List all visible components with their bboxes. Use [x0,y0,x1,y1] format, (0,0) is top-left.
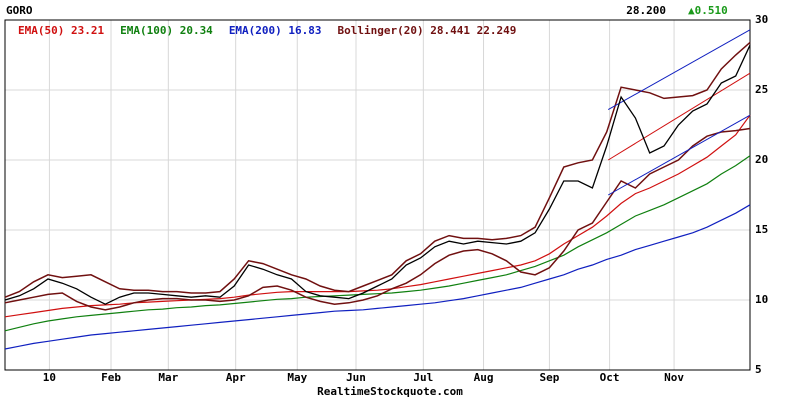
price-change: ▲0.510 [688,4,728,17]
x-tick-label: Sep [539,371,559,384]
y-tick-label: 5 [755,363,762,376]
x-tick-label: Feb [101,371,121,384]
legend-entry: EMA(200) 16.83 [229,24,322,37]
x-tick-label: Jul [413,371,433,384]
bollinger-upper [4,41,751,298]
y-tick-label: 15 [755,223,768,236]
legend-entry: EMA(50) 23.21 [18,24,104,37]
ema-line [4,155,751,332]
x-tick-label: May [287,371,307,384]
trendline [607,114,751,196]
x-tick-label: Mar [158,371,178,384]
footer: RealtimeStockquote.com [317,385,463,398]
legend-entry: Bollinger(20) 28.441 22.249 [338,24,517,37]
plot-frame [4,19,751,371]
x-tick-label: 10 [43,371,56,384]
trendline [607,72,751,161]
ticker: GORO [6,4,33,17]
legend-entry: EMA(100) 20.34 [120,24,213,37]
ema-line [4,114,751,318]
price-line [4,44,751,305]
trendline [607,29,751,111]
last-price: 28.200 [626,4,666,17]
x-tick-label: Apr [226,371,246,384]
x-tick-label: Nov [664,371,684,384]
y-tick-label: 10 [755,293,768,306]
ema-line [4,204,751,350]
y-tick-label: 25 [755,83,768,96]
x-tick-label: Oct [600,371,620,384]
x-tick-label: Jun [346,371,366,384]
y-tick-label: 20 [755,153,768,166]
x-tick-label: Aug [474,371,494,384]
bollinger-lower [4,127,751,311]
y-tick-label: 30 [755,13,768,26]
